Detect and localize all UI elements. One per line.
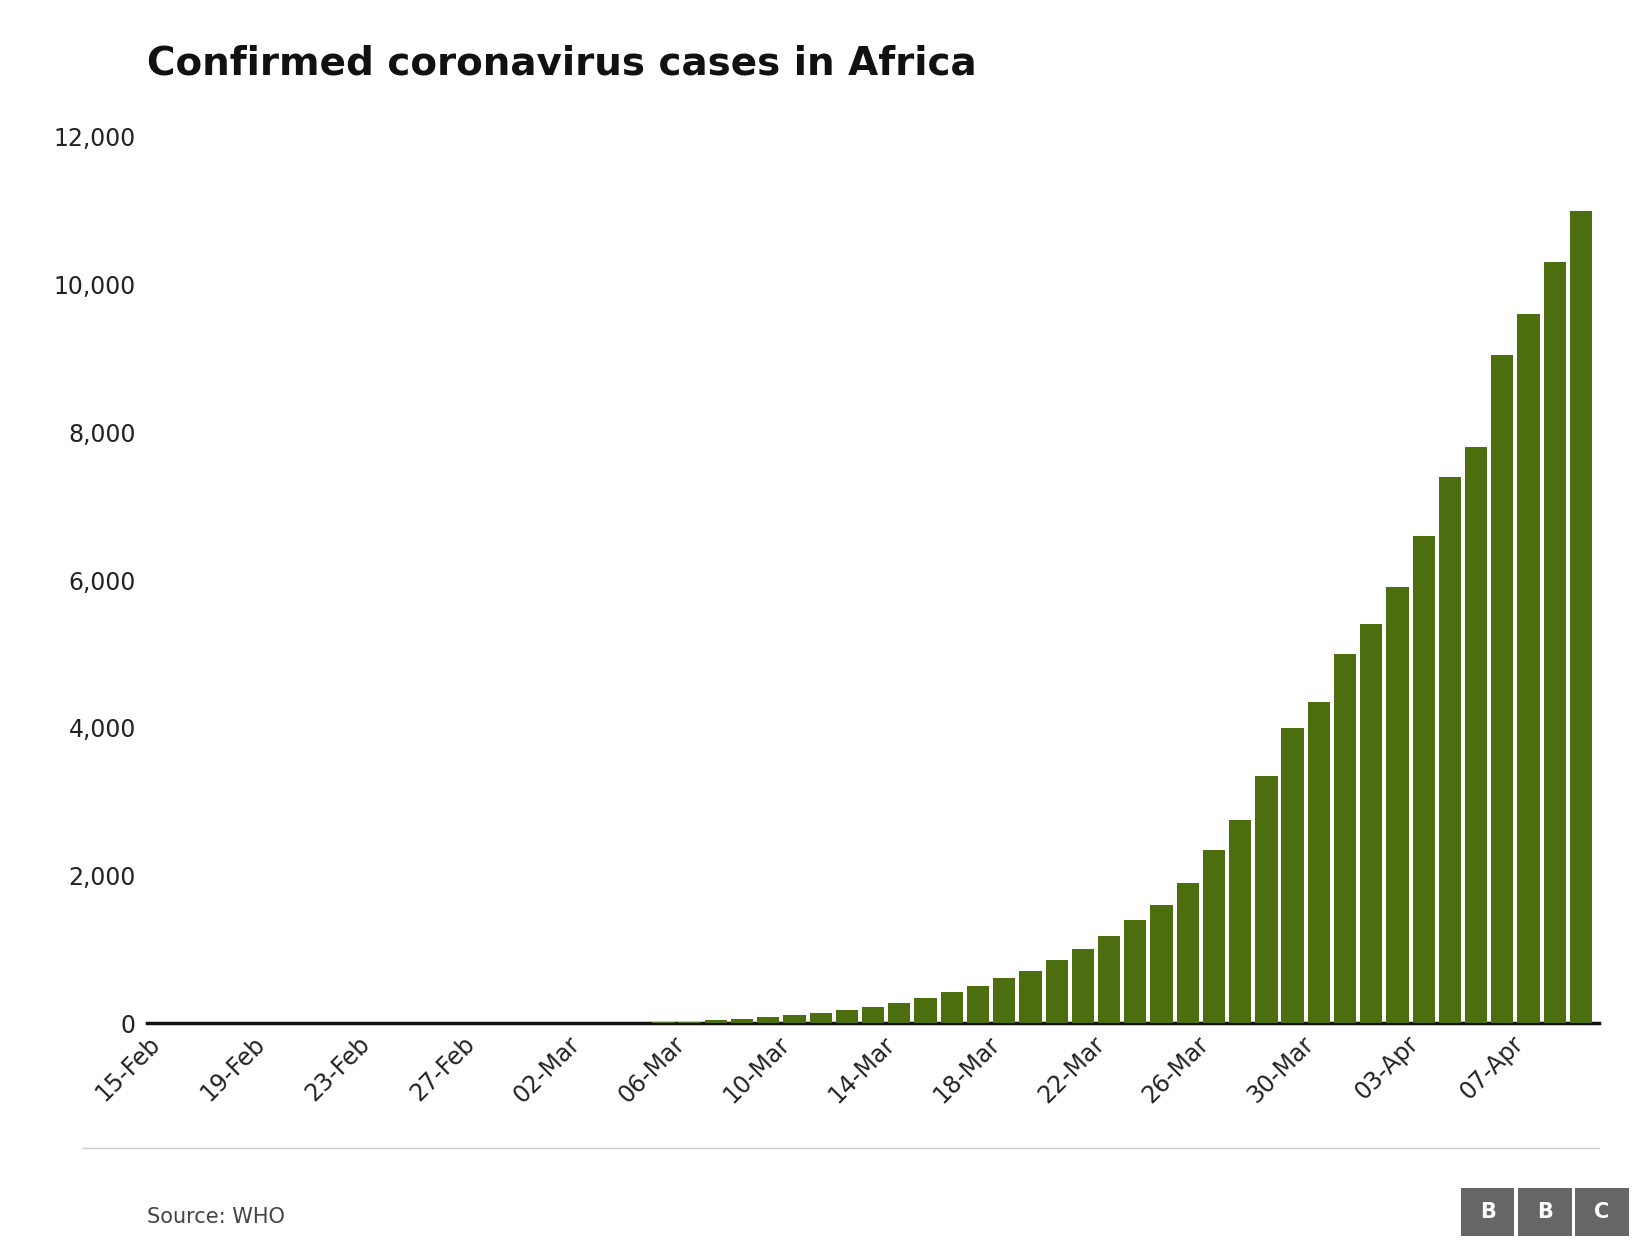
Bar [992,978,1015,1023]
Bar [1386,588,1408,1023]
Bar [1072,948,1093,1023]
Bar [1203,850,1226,1023]
Bar [1518,314,1539,1023]
Bar [1570,211,1593,1023]
Bar [1151,905,1173,1023]
Bar [940,992,963,1023]
Bar [1544,262,1567,1023]
Bar [1098,936,1120,1023]
Bar [1124,920,1146,1023]
Bar [862,1007,885,1023]
Bar [1413,535,1435,1023]
Bar [1177,884,1200,1023]
Bar [1307,701,1330,1023]
Text: B: B [1480,1202,1495,1222]
Bar [1466,447,1487,1023]
Bar [1492,354,1513,1023]
Bar [783,1015,806,1023]
Bar [809,1012,832,1023]
Bar [914,998,937,1023]
Bar [1333,654,1356,1023]
Bar [1020,971,1041,1023]
Bar [888,1002,911,1023]
Bar [705,1021,726,1023]
Text: C: C [1594,1202,1609,1222]
Bar [1359,624,1382,1023]
Bar [1229,820,1252,1023]
Text: Confirmed coronavirus cases in Africa: Confirmed coronavirus cases in Africa [147,45,976,82]
Text: B: B [1537,1202,1552,1222]
Bar [1281,728,1304,1023]
Bar [1439,477,1461,1023]
Bar [757,1017,780,1023]
Bar [1046,960,1067,1023]
Bar [836,1011,858,1023]
Bar [731,1018,754,1023]
Bar [966,986,989,1023]
Bar [1255,776,1278,1023]
Bar [679,1022,700,1023]
Text: Source: WHO: Source: WHO [147,1207,284,1227]
